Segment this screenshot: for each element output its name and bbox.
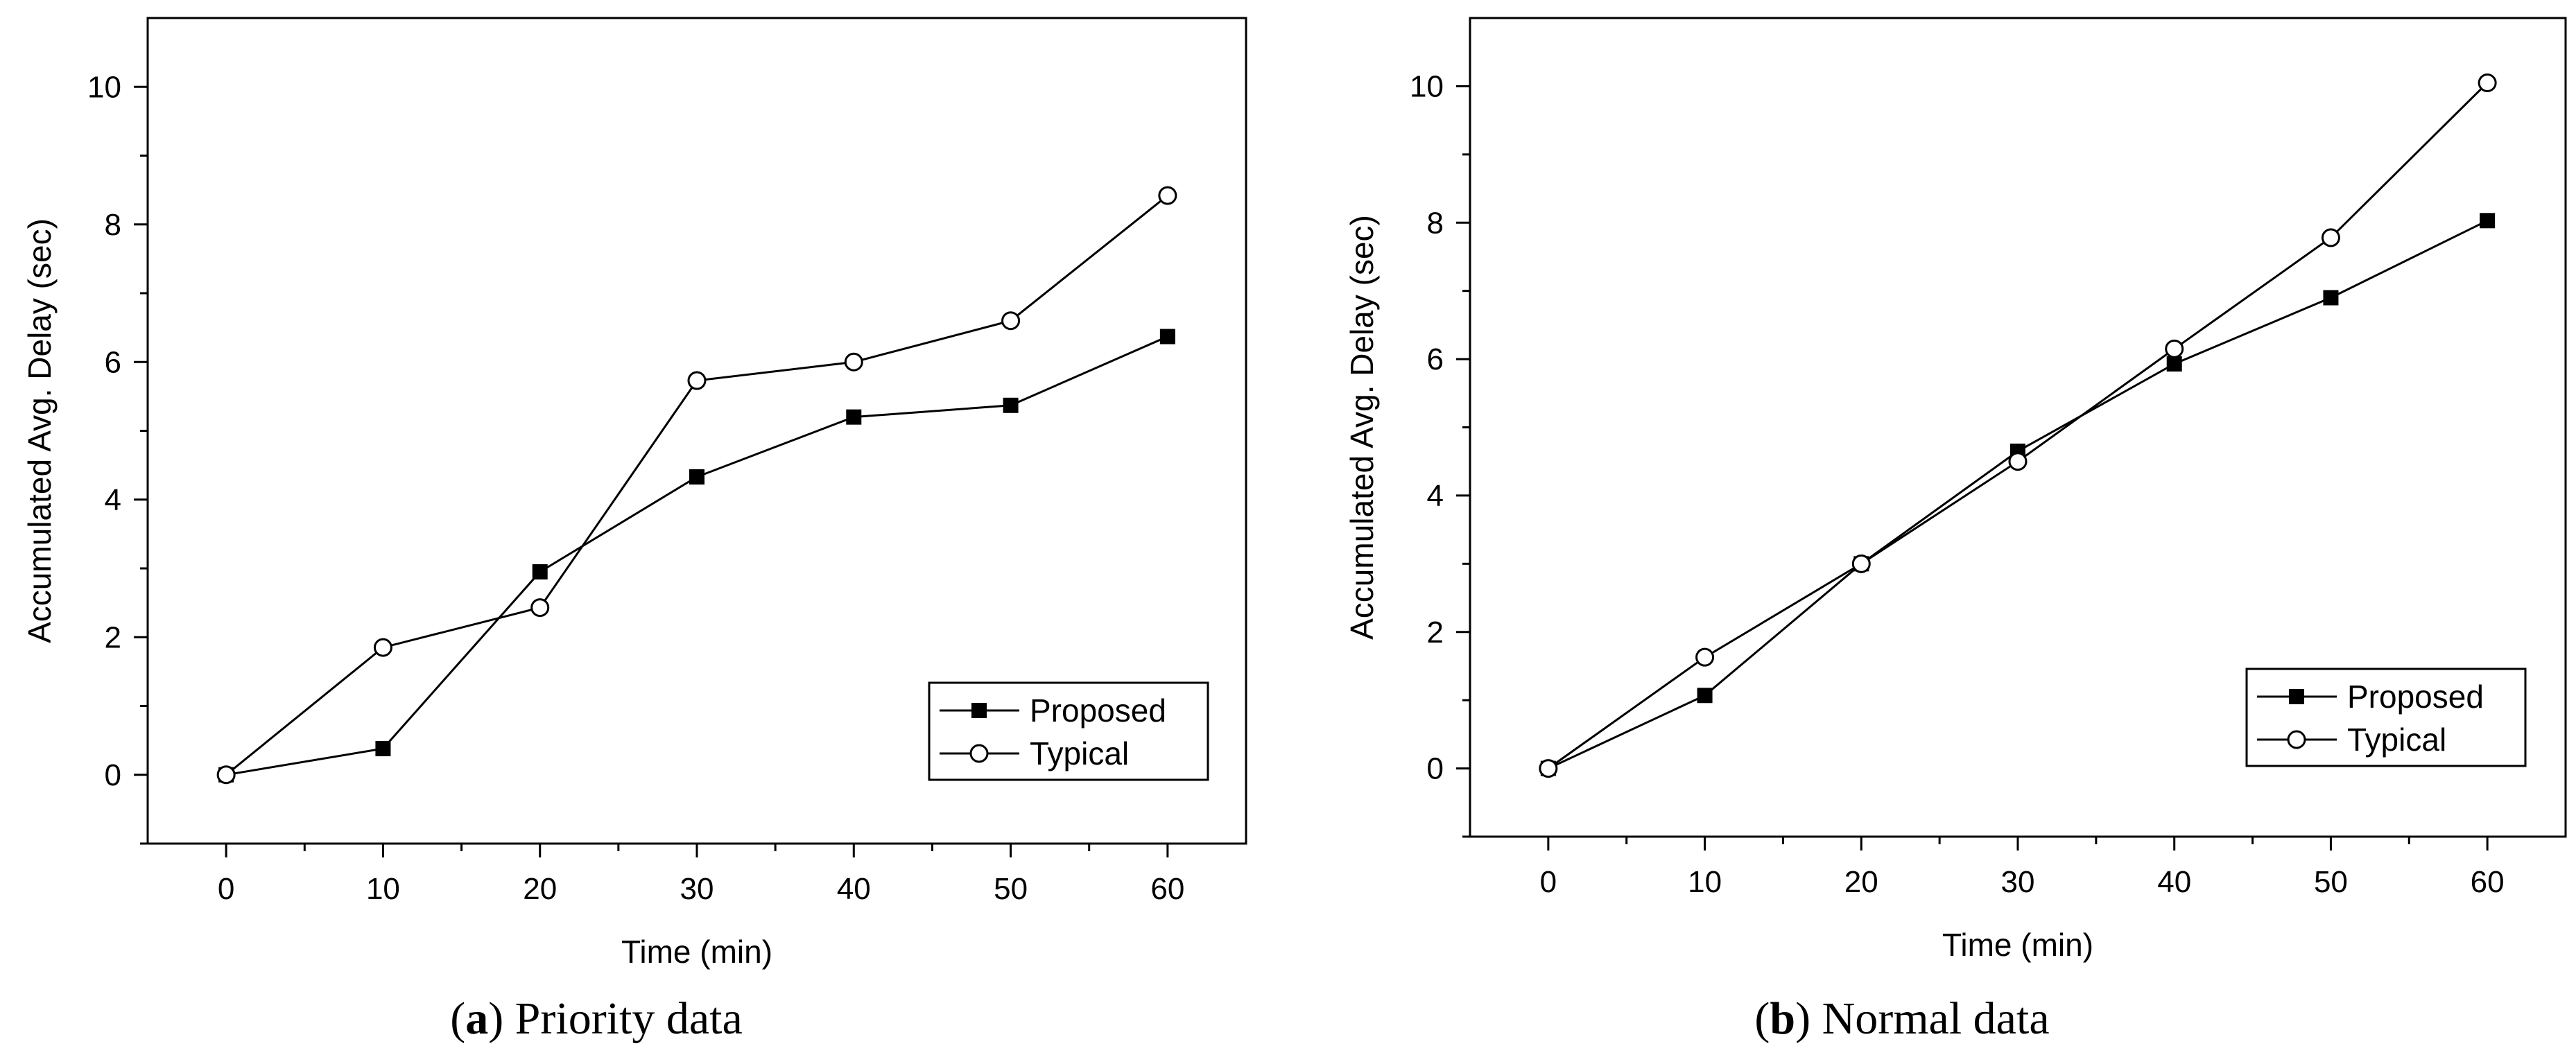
x-tick-label-a-30: 30 xyxy=(680,872,714,906)
y-tick-label-a-8: 8 xyxy=(105,208,121,242)
caption-a-letter: a xyxy=(465,993,489,1044)
marker-a-proposed-20 xyxy=(532,564,548,579)
caption-b-text: ) Normal data xyxy=(1795,993,2050,1044)
caption-b: (b) Normal data xyxy=(1754,993,2049,1045)
legend-b: Proposed Typical xyxy=(2245,668,2527,767)
caption-b-prefix: ( xyxy=(1754,993,1770,1044)
x-tick-label-a-60: 60 xyxy=(1150,872,1184,906)
x-tick-label-b-10: 10 xyxy=(1688,865,1722,899)
legend-marker-a-proposed xyxy=(971,703,987,718)
legend-label-a-typical: Typical xyxy=(1030,735,1129,771)
caption-a-text: ) Priority data xyxy=(488,993,743,1044)
marker-a-proposed-40 xyxy=(846,409,862,425)
x-tick-label-b-40: 40 xyxy=(2157,865,2191,899)
x-tick-label-b-0: 0 xyxy=(1540,865,1557,899)
marker-a-typical-10 xyxy=(373,638,392,657)
caption-a: (a) Priority data xyxy=(450,993,743,1045)
chart-a-priority-data: 0 10 20 30 40 50 60 0 2 4 6 8 10 Time (min) Accumulate… xyxy=(21,17,1247,970)
marker-a-typical-50 xyxy=(1001,311,1021,331)
y-tick-label-b-2: 2 xyxy=(1427,616,1444,649)
marker-b-typical-10 xyxy=(1695,647,1715,667)
marker-b-typical-60 xyxy=(2478,73,2497,92)
legend-marker-a-typical xyxy=(969,744,989,763)
y-tick-label-a-0: 0 xyxy=(105,758,121,792)
chart-b-normal-data: 0 10 20 30 40 50 60 0 2 4 6 8 10 Time (min) Accumulate… xyxy=(1344,17,2567,963)
x-tick-label-b-50: 50 xyxy=(2314,865,2348,899)
y-tick-label-a-4: 4 xyxy=(105,483,121,517)
marker-b-proposed-60 xyxy=(2480,213,2496,229)
legend-marker-b-typical xyxy=(2287,730,2306,749)
x-tick-label-a-20: 20 xyxy=(523,872,557,906)
marker-b-proposed-10 xyxy=(1697,688,1713,704)
marker-a-typical-30 xyxy=(687,371,707,390)
y-axis-title-b: Accumulated Avg. Delay (sec) xyxy=(1344,215,1380,640)
x-tick-label-b-20: 20 xyxy=(1844,865,1878,899)
legend-label-a-proposed: Proposed xyxy=(1030,692,1166,729)
y-tick-label-a-2: 2 xyxy=(105,620,121,654)
legend-box-a xyxy=(928,681,1209,781)
x-tick-label-a-50: 50 xyxy=(994,872,1028,906)
series-line-b-typical xyxy=(1548,82,2489,769)
marker-a-typical-0 xyxy=(216,765,236,785)
legend-box-b xyxy=(2245,668,2527,767)
y-axis-title-a: Accumulated Avg. Delay (sec) xyxy=(21,218,58,643)
x-tick-label-a-10: 10 xyxy=(366,872,400,906)
marker-a-typical-20 xyxy=(530,598,550,618)
x-axis-title-b: Time (min) xyxy=(1942,927,2093,963)
legend-marker-b-proposed xyxy=(2289,689,2304,704)
marker-b-typical-20 xyxy=(1851,554,1871,573)
marker-b-typical-50 xyxy=(2321,228,2340,247)
marker-b-typical-40 xyxy=(2165,339,2184,358)
marker-b-typical-30 xyxy=(2008,452,2028,471)
x-tick-label-a-40: 40 xyxy=(837,872,871,906)
y-tick-label-b-0: 0 xyxy=(1427,752,1444,786)
marker-a-typical-40 xyxy=(844,352,863,372)
marker-a-typical-60 xyxy=(1158,186,1177,205)
caption-a-prefix: ( xyxy=(450,993,466,1044)
x-tick-label-a-0: 0 xyxy=(218,872,234,906)
x-tick-label-b-30: 30 xyxy=(2001,865,2035,899)
marker-a-proposed-60 xyxy=(1159,329,1175,345)
caption-b-letter: b xyxy=(1770,993,1796,1044)
x-tick-label-b-60: 60 xyxy=(2471,865,2505,899)
legend-label-b-typical: Typical xyxy=(2347,722,2446,758)
marker-b-proposed-50 xyxy=(2323,290,2339,306)
marker-b-proposed-40 xyxy=(2166,356,2182,372)
marker-a-proposed-30 xyxy=(689,469,704,485)
legend-a: Proposed Typical xyxy=(928,681,1209,781)
y-tick-label-b-6: 6 xyxy=(1427,342,1444,376)
x-axis-title-a: Time (min) xyxy=(621,934,772,970)
y-tick-label-b-8: 8 xyxy=(1427,206,1444,240)
legend-label-b-proposed: Proposed xyxy=(2347,679,2484,715)
marker-b-typical-0 xyxy=(1539,759,1558,778)
marker-a-proposed-50 xyxy=(1003,397,1019,413)
y-tick-label-b-10: 10 xyxy=(1410,69,1444,103)
y-tick-label-b-4: 4 xyxy=(1427,479,1444,513)
y-tick-label-a-10: 10 xyxy=(87,70,121,104)
y-tick-label-a-6: 6 xyxy=(105,345,121,379)
marker-a-proposed-10 xyxy=(375,741,391,757)
